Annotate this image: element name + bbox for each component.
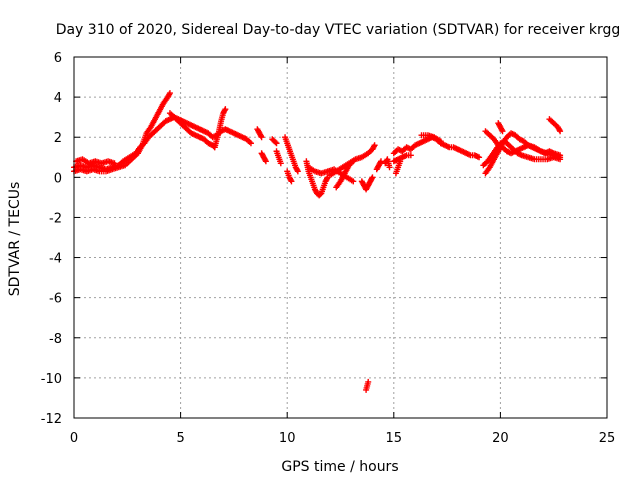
data-point [350,178,357,185]
data-point [369,174,376,181]
y-tick-label: 6 [54,51,62,66]
data-point [365,378,372,385]
x-tick-label: 25 [599,431,616,446]
chart-title: Day 310 of 2020, Sidereal Day-to-day VTE… [56,22,621,38]
x-axis-label: GPS time / hours [281,459,398,475]
data-point [407,152,414,159]
data-point [273,140,280,147]
data-point [288,178,295,185]
y-tick-label: 4 [54,91,62,106]
data-point [437,138,444,145]
data-point [294,168,301,175]
y-tick-label: -2 [49,211,62,226]
data-point [557,152,564,159]
data-point [258,134,265,141]
data-point [317,191,324,198]
y-tick-label: -8 [49,332,62,347]
data-point [111,160,118,167]
data-point [397,158,404,165]
x-tick-label: 20 [492,431,509,446]
data-point [386,164,393,171]
data-point [262,158,269,165]
data-point [166,90,173,97]
y-tick-label: -12 [41,412,62,427]
data-point [476,154,483,161]
data-point [277,160,284,167]
x-tick-label: 0 [70,431,78,446]
y-tick-label: -4 [49,252,62,267]
data-point [222,106,229,113]
grid [74,57,607,418]
x-tick-label: 15 [386,431,403,446]
data-point [272,139,279,146]
x-tick-label: 10 [279,431,296,446]
y-tick-label: -6 [49,292,62,307]
data-point [350,158,357,165]
x-tick-label: 5 [176,431,184,446]
data-point [371,142,378,149]
data-points [71,90,564,393]
y-tick-label: -10 [41,372,62,387]
data-point [499,128,506,135]
plot-frame [73,56,608,419]
y-tick-label: 2 [54,131,62,146]
data-point [557,128,564,135]
data-point [247,140,254,147]
y-axis-label: SDTVAR / TECUs [7,182,23,297]
y-tick-label: 0 [54,171,62,186]
